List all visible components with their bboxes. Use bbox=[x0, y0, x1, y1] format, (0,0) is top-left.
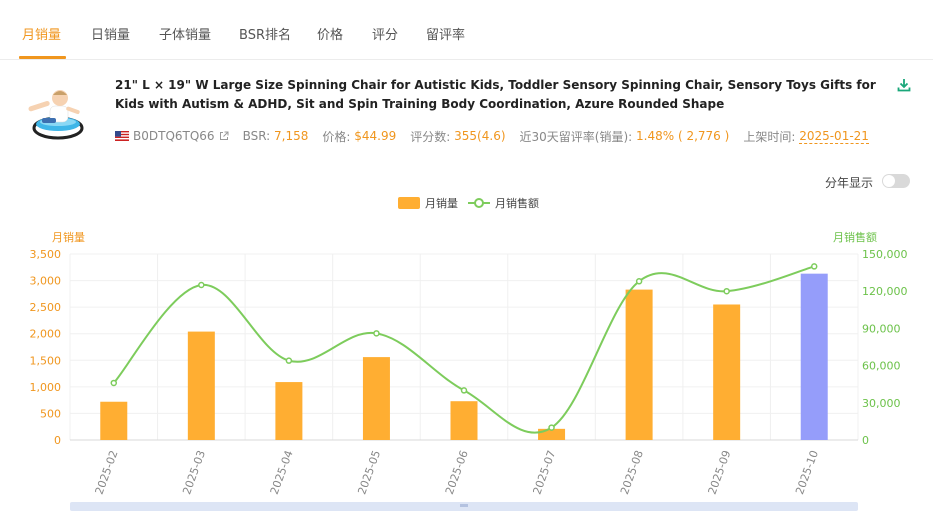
x-axis-tick-label: 2025-05 bbox=[355, 449, 383, 497]
right-axis-tick-label: 0 bbox=[862, 434, 869, 447]
left-axis-title: 月销量 bbox=[52, 231, 85, 244]
legend-item-monthly-sales[interactable]: 月销量 bbox=[398, 195, 458, 211]
left-axis-tick-label: 1,000 bbox=[30, 381, 62, 394]
revenue-point bbox=[373, 330, 380, 337]
bsr-value: 7,158 bbox=[274, 129, 309, 143]
tab-review-rate[interactable]: 留评率 bbox=[426, 28, 466, 43]
right-axis-tick-label: 150,000 bbox=[862, 248, 908, 261]
download-icon[interactable] bbox=[897, 78, 911, 92]
x-axis-tick-label: 2025-06 bbox=[443, 449, 471, 497]
product-meta: B0DTQ6TQ66 BSR: 7,158 价格: $44.99 评分数: 35… bbox=[115, 128, 869, 144]
left-axis-tick-label: 3,000 bbox=[30, 275, 62, 288]
legend-item-monthly-revenue[interactable]: 月销售额 bbox=[468, 195, 539, 211]
sales-bar bbox=[187, 331, 215, 440]
left-axis-tick-label: 3,500 bbox=[30, 248, 62, 261]
revenue-point bbox=[548, 424, 555, 431]
revenue-point bbox=[635, 278, 643, 285]
left-axis-tick-label: 2,500 bbox=[30, 301, 62, 314]
sales-bar bbox=[538, 428, 566, 440]
left-axis-tick-label: 2,000 bbox=[30, 328, 62, 341]
external-link-icon[interactable] bbox=[219, 131, 229, 141]
right-axis-tick-label: 90,000 bbox=[862, 322, 901, 335]
review-rate-label: 近30天留评率(销量): bbox=[519, 129, 633, 144]
us-flag-icon bbox=[115, 131, 129, 141]
legend-line-label: 月销售额 bbox=[495, 197, 539, 210]
tab-bsr-rank[interactable]: BSR排名 bbox=[239, 28, 291, 43]
review-rate-value: 1.48% ( 2,776 ) bbox=[636, 129, 730, 143]
sales-bar bbox=[362, 357, 390, 440]
tab-monthly-sales[interactable]: 月销量 bbox=[22, 28, 62, 43]
legend-line-swatch bbox=[468, 198, 490, 208]
x-axis-tick-label: 2025-07 bbox=[530, 449, 558, 497]
right-axis-title: 月销售额 bbox=[833, 231, 877, 244]
left-axis-tick-label: 0 bbox=[54, 434, 61, 447]
legend-bar-swatch bbox=[398, 197, 420, 209]
legend-bar-label: 月销量 bbox=[425, 197, 458, 210]
launch-date-label: 上架时间: bbox=[743, 129, 796, 144]
chart-tabs: 月销量 日销量 子体销量 BSR排名 价格 评分 留评率 bbox=[0, 0, 933, 60]
launch-date-value: 2025-01-21 bbox=[799, 128, 869, 144]
revenue-point bbox=[285, 357, 293, 364]
revenue-point bbox=[723, 287, 730, 295]
right-axis-tick-label: 30,000 bbox=[862, 397, 901, 410]
tab-rating[interactable]: 评分 bbox=[372, 28, 399, 43]
revenue-point bbox=[460, 387, 468, 394]
year-display-label: 分年显示 bbox=[825, 176, 874, 190]
asin-value[interactable]: B0DTQ6TQ66 bbox=[133, 129, 215, 143]
sales-bar bbox=[100, 401, 128, 440]
chart-legend: 月销量 月销售额 bbox=[398, 195, 539, 211]
revenue-point bbox=[110, 379, 118, 387]
sales-bar bbox=[713, 304, 741, 440]
price-value: $44.99 bbox=[354, 129, 397, 143]
rating-value: 355(4.6) bbox=[454, 129, 506, 143]
sales-bar bbox=[800, 273, 828, 440]
x-axis-tick-label: 2025-08 bbox=[618, 449, 646, 497]
x-axis-tick-label: 2025-02 bbox=[93, 449, 121, 497]
rating-label: 评分数: bbox=[410, 129, 451, 144]
chart-zoom-scroller[interactable] bbox=[70, 502, 858, 511]
scroller-handle[interactable] bbox=[460, 504, 468, 507]
active-tab-indicator bbox=[19, 56, 66, 59]
right-axis-tick-label: 120,000 bbox=[862, 285, 908, 298]
revenue-point bbox=[198, 281, 205, 289]
x-axis-tick-label: 2025-10 bbox=[793, 449, 821, 497]
tab-variant-sales[interactable]: 子体销量 bbox=[159, 28, 212, 43]
toggle-knob bbox=[883, 175, 895, 187]
tab-daily-sales[interactable]: 日销量 bbox=[91, 28, 131, 43]
sales-bar bbox=[625, 289, 653, 440]
year-display-toggle[interactable] bbox=[882, 174, 910, 188]
sales-bar bbox=[450, 401, 478, 440]
left-axis-tick-label: 500 bbox=[40, 407, 61, 420]
x-axis-tick-label: 2025-03 bbox=[180, 449, 208, 497]
price-label: 价格: bbox=[322, 129, 351, 144]
x-axis-tick-label: 2025-09 bbox=[706, 449, 734, 497]
revenue-point bbox=[810, 263, 818, 270]
tab-price[interactable]: 价格 bbox=[317, 28, 344, 43]
x-axis-tick-label: 2025-04 bbox=[268, 449, 296, 497]
product-title[interactable]: 21" L × 19" W Large Size Spinning Chair … bbox=[115, 78, 876, 111]
sales-bar bbox=[275, 382, 303, 440]
product-image[interactable] bbox=[22, 82, 88, 142]
right-axis-tick-label: 60,000 bbox=[862, 360, 901, 373]
bsr-label: BSR: bbox=[242, 129, 271, 143]
left-axis-tick-label: 1,500 bbox=[30, 354, 62, 367]
